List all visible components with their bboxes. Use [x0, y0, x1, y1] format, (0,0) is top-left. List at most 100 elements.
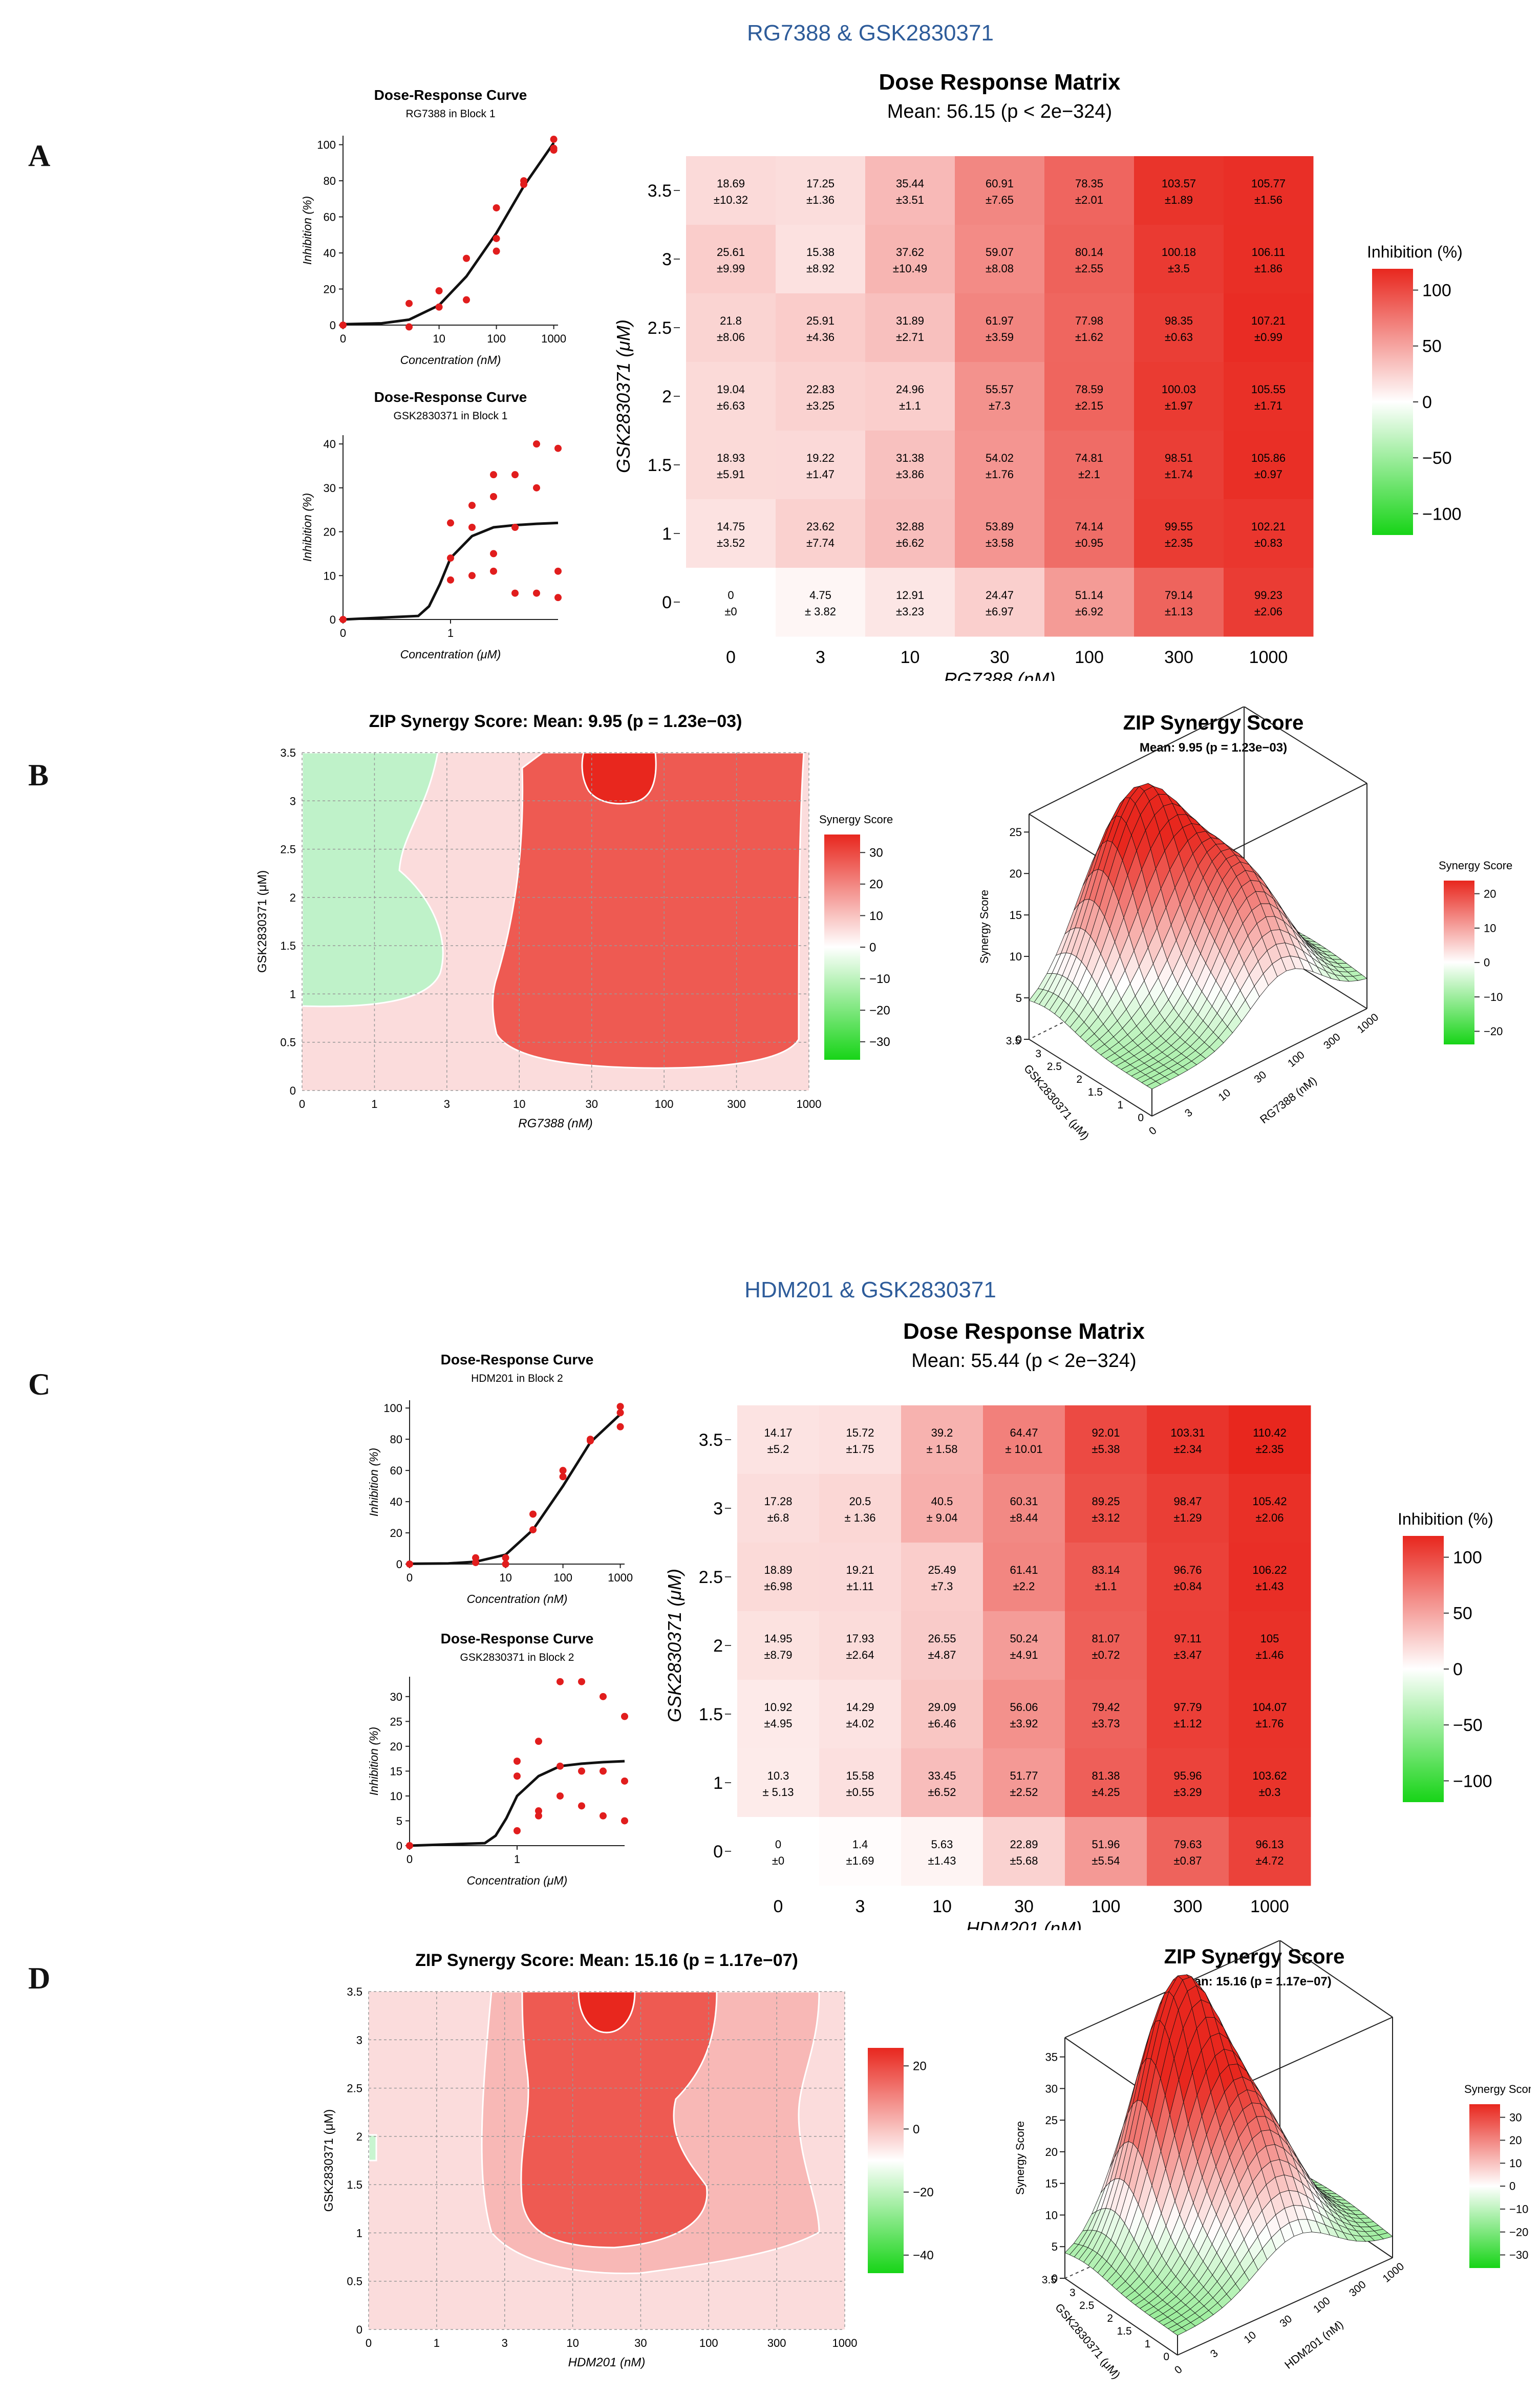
- y-tick-label: 1: [1117, 1099, 1123, 1111]
- matrix-cell: [901, 1474, 983, 1543]
- x-tick-label: 1000: [608, 1571, 633, 1584]
- cell-value: 105.77: [1251, 177, 1286, 190]
- cell-value: 1.4: [852, 1838, 868, 1851]
- x-tick-label: 10: [1242, 2329, 1258, 2346]
- cell-error: ±0.87: [1174, 1854, 1202, 1867]
- matrix-cell: [776, 499, 866, 568]
- zip-contour-rg7388: ZIP Synergy Score: Mean: 9.95 (p = 1.23e…: [255, 712, 893, 1130]
- x-tick-label: 0: [1147, 1124, 1159, 1137]
- y-tick-label: 40: [324, 247, 336, 260]
- cell-error: ±1.86: [1254, 262, 1282, 275]
- fit-curve: [343, 142, 555, 326]
- data-point: [578, 1767, 585, 1775]
- z-tick-label: 15: [1010, 909, 1022, 922]
- legend-title: Synergy Score: [819, 813, 893, 826]
- x-tick-label: 30: [634, 2337, 647, 2349]
- y-axis-label: Inhibition (%): [301, 493, 314, 562]
- y-tick-label: 30: [390, 1691, 402, 1703]
- data-point: [578, 1802, 585, 1810]
- matrix-cell: [955, 431, 1045, 500]
- x-axis-label: Concentration (μM): [467, 1874, 568, 1887]
- matrix-subtitle: Mean: 56.15 (p < 2e−324): [887, 101, 1112, 122]
- y-tick-label: 0.5: [347, 2275, 362, 2288]
- contour-region: [492, 752, 805, 1069]
- cell-value: 19.21: [846, 1564, 874, 1576]
- x-tick-label: 100: [655, 1098, 674, 1110]
- y-tick-label: 3: [662, 250, 672, 269]
- cell-error: ± 9.04: [926, 1511, 957, 1524]
- data-point: [559, 1467, 567, 1474]
- legend-tick-label: −30: [1509, 2249, 1528, 2261]
- legend-tick-label: 20: [869, 878, 883, 891]
- y-tick-label: 2.5: [280, 843, 296, 856]
- data-point: [447, 576, 454, 584]
- cell-error: ±1.47: [806, 468, 835, 481]
- x-tick-label: 3: [1183, 1106, 1195, 1119]
- curve-subtitle: GSK2830371 in Block 1: [394, 410, 508, 422]
- cell-value: 19.22: [806, 452, 835, 464]
- y-tick-label: 80: [324, 175, 336, 187]
- cell-error: ±8.06: [717, 331, 745, 344]
- matrix-cell: [955, 362, 1045, 431]
- zip-surface-hdm201: ZIP Synergy Score Mean: 15.16 (p = 1.17e−…: [1014, 1940, 1531, 2381]
- cell-error: ±2.15: [1075, 399, 1103, 412]
- cell-error: ±3.29: [1174, 1786, 1202, 1799]
- cell-error: ± 5.13: [762, 1786, 794, 1799]
- y-tick-label: 0: [396, 1840, 402, 1852]
- x-tick-label: 0: [726, 648, 736, 667]
- matrix-cell: [737, 1611, 820, 1680]
- matrix-cell: [901, 1611, 983, 1680]
- data-point: [490, 567, 497, 575]
- matrix-cell: [1044, 293, 1135, 362]
- matrix-cell: [865, 362, 955, 431]
- y-axis-label: GSK2830371 (μM): [664, 1569, 685, 1722]
- matrix-cell: [686, 568, 776, 637]
- matrix-cell: [1134, 156, 1224, 225]
- cell-error: ±1.29: [1174, 1511, 1202, 1524]
- cell-error: ±3.86: [896, 468, 924, 481]
- matrix-cell: [983, 1817, 1065, 1886]
- z-tick-label: 15: [1045, 2177, 1058, 2190]
- matrix-cell: [776, 156, 866, 225]
- fit-curve: [409, 1760, 625, 1847]
- cell-error: ±0: [724, 605, 737, 618]
- x-axis-label: Concentration (μM): [400, 648, 501, 661]
- cell-value: 80.14: [1075, 246, 1103, 259]
- cell-value: 59.07: [986, 246, 1014, 259]
- cell-error: ±1.75: [846, 1443, 874, 1456]
- matrix-cell: [1224, 568, 1314, 637]
- legend-tick-label: 0: [869, 940, 876, 954]
- y-axis-label: GSK2830371 (μM): [613, 319, 634, 473]
- surface-subtitle: Mean: 15.16 (p = 1.17e−07): [1177, 1975, 1332, 1988]
- data-point: [406, 1560, 413, 1568]
- legend-title: Inhibition (%): [1398, 1510, 1493, 1528]
- curve-title: Dose-Response Curve: [441, 1352, 594, 1367]
- x-tick-label: 30: [990, 648, 1010, 667]
- cell-error: ±10.32: [714, 194, 748, 206]
- data-point: [405, 323, 413, 331]
- surface-subtitle: Mean: 9.95 (p = 1.23e−03): [1140, 741, 1287, 755]
- legend-tick-label: −10: [869, 972, 890, 986]
- y-tick-label: 0: [1138, 1112, 1144, 1124]
- cell-value: 98.51: [1165, 452, 1193, 464]
- y-tick-label: 3.5: [1042, 2274, 1057, 2286]
- data-point: [616, 1409, 624, 1417]
- data-point: [435, 287, 443, 295]
- matrix-cell: [1065, 1748, 1147, 1817]
- cell-error: ±3.47: [1174, 1649, 1202, 1661]
- cell-error: ±1.1: [899, 399, 921, 412]
- data-point: [616, 1423, 624, 1430]
- cell-value: 19.04: [717, 383, 745, 396]
- x-tick-label: 10: [566, 2337, 579, 2349]
- y-tick-label: 0.5: [280, 1036, 296, 1049]
- cell-error: ±0.63: [1165, 331, 1193, 344]
- cell-value: 106.11: [1252, 246, 1286, 259]
- cell-value: 33.45: [928, 1769, 956, 1782]
- matrix-cell: [1147, 1543, 1229, 1612]
- cell-value: 4.75: [809, 589, 831, 602]
- cell-error: ±8.92: [806, 262, 835, 275]
- y-tick-label: 2.5: [1079, 2300, 1094, 2312]
- cell-error: ±4.87: [928, 1649, 956, 1661]
- x-axis-label: HDM201 (nM): [1282, 2318, 1345, 2371]
- x-tick-label: 30: [585, 1098, 597, 1110]
